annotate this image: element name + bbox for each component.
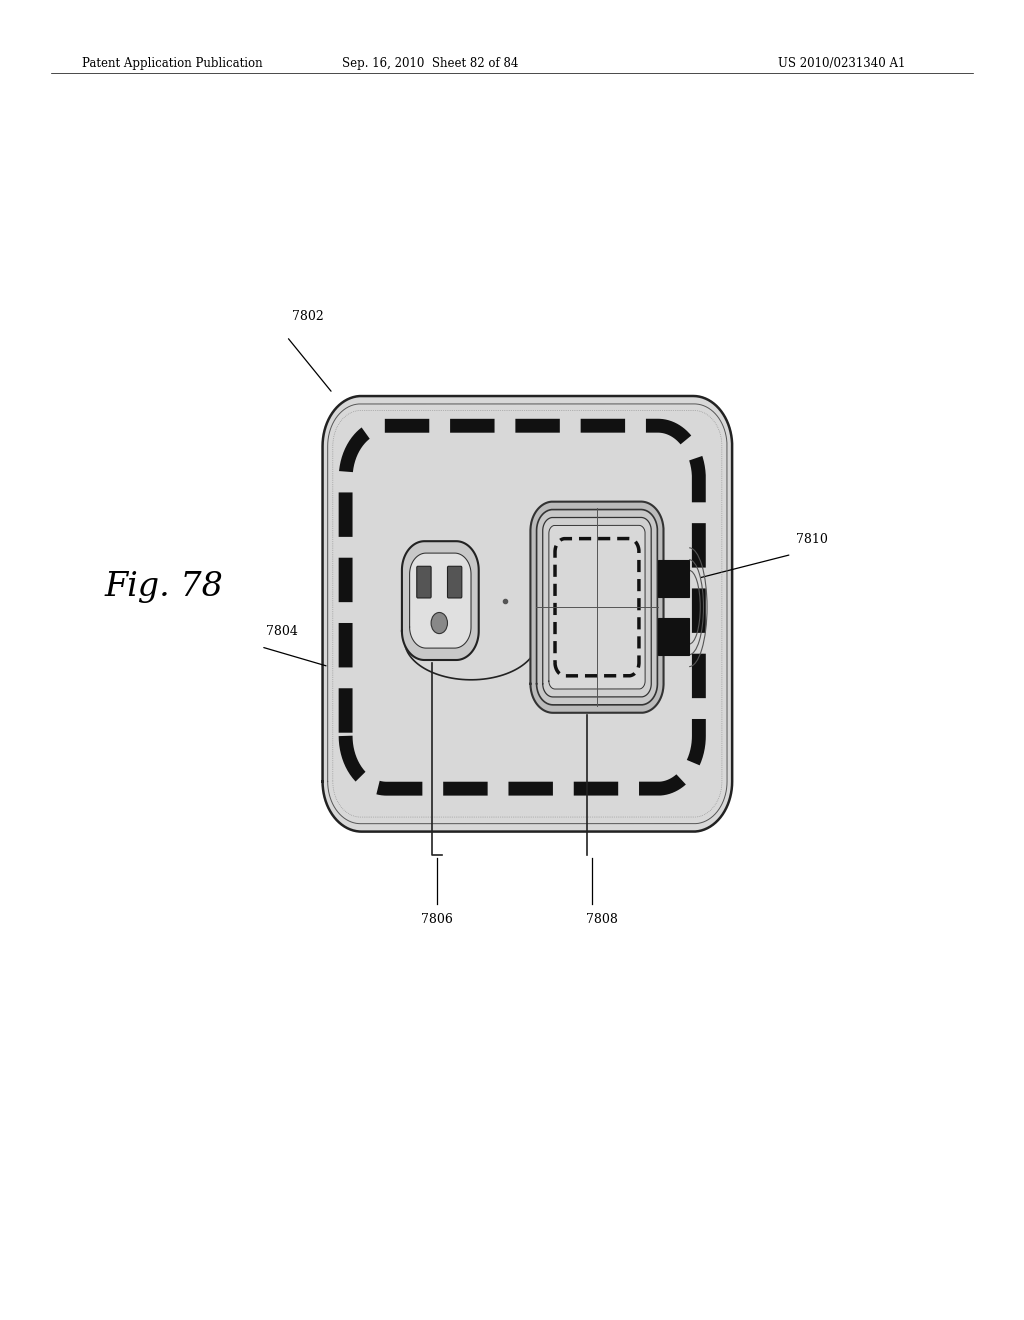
- Text: 7810: 7810: [796, 533, 827, 546]
- Text: Sep. 16, 2010  Sheet 82 of 84: Sep. 16, 2010 Sheet 82 of 84: [342, 57, 518, 70]
- Text: 7808: 7808: [586, 913, 618, 927]
- FancyBboxPatch shape: [447, 566, 462, 598]
- Polygon shape: [410, 553, 471, 648]
- Text: Fig. 78: Fig. 78: [104, 572, 223, 603]
- Bar: [658, 560, 689, 597]
- Text: 7806: 7806: [421, 913, 454, 927]
- Polygon shape: [537, 510, 657, 705]
- Text: 7802: 7802: [292, 310, 324, 323]
- Bar: [658, 618, 689, 655]
- Polygon shape: [323, 396, 732, 832]
- Circle shape: [431, 612, 447, 634]
- FancyBboxPatch shape: [417, 566, 431, 598]
- Polygon shape: [401, 541, 478, 660]
- Text: 7804: 7804: [266, 624, 298, 638]
- Polygon shape: [543, 517, 651, 697]
- Polygon shape: [549, 525, 645, 689]
- Text: Patent Application Publication: Patent Application Publication: [82, 57, 262, 70]
- Polygon shape: [530, 502, 664, 713]
- Text: US 2010/0231340 A1: US 2010/0231340 A1: [778, 57, 905, 70]
